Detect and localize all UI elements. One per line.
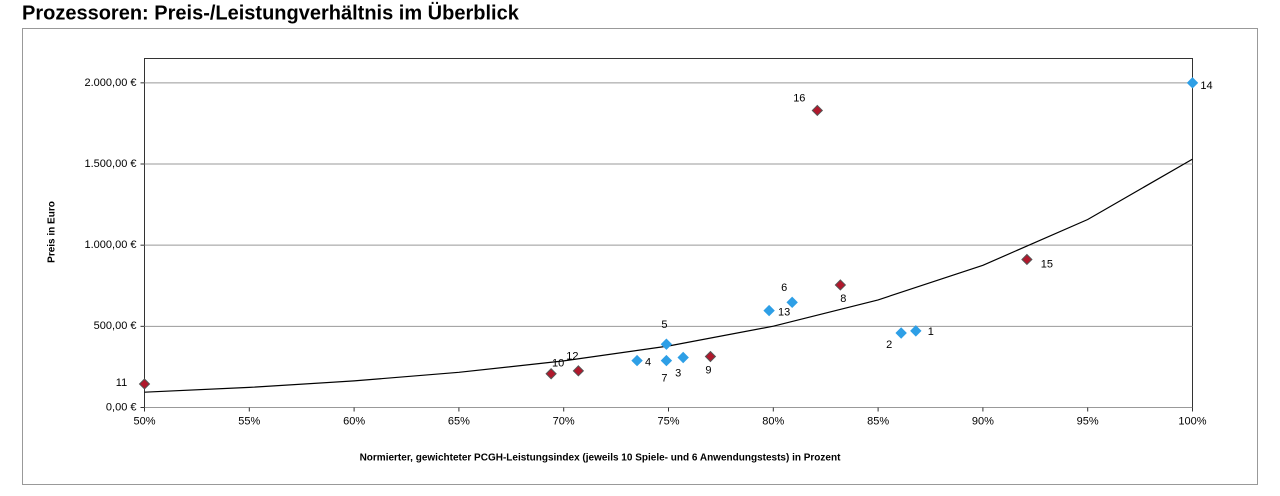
- data-point: [545, 368, 557, 380]
- x-tick-label: 65%: [448, 415, 470, 427]
- point-label: 16: [793, 92, 805, 104]
- x-tick-label: 60%: [343, 415, 365, 427]
- data-point: [786, 296, 798, 309]
- point-label: 9: [705, 364, 711, 376]
- y-tick-label: 500,00 €: [94, 320, 137, 332]
- x-tick-label: 100%: [1178, 415, 1206, 427]
- point-label: 12: [566, 351, 578, 363]
- point-label: 14: [1200, 80, 1212, 92]
- x-tick-label: 55%: [238, 415, 260, 427]
- plot-area: [144, 58, 1193, 408]
- point-label: 10: [552, 358, 564, 370]
- point-label: 4: [645, 356, 651, 368]
- y-tick-label: 0,00 €: [106, 401, 137, 413]
- point-label: 6: [781, 282, 787, 294]
- data-point: [677, 351, 689, 364]
- x-tick-label: 75%: [657, 415, 679, 427]
- x-tick-label: 85%: [867, 415, 889, 427]
- data-point: [138, 378, 151, 390]
- data-point: [1186, 77, 1199, 89]
- x-tick-label: 50%: [133, 415, 155, 427]
- point-label: 5: [661, 319, 667, 331]
- x-tick-label: 95%: [1077, 415, 1099, 427]
- data-point: [895, 327, 907, 339]
- x-axis-label: Normierter, gewichteter PCGH-Leistungsin…: [360, 453, 842, 464]
- data-point: [660, 338, 673, 350]
- data-point: [572, 365, 585, 377]
- x-tick-label: 90%: [972, 415, 994, 427]
- data-point: [811, 104, 824, 117]
- data-point: [631, 354, 643, 367]
- data-point: [763, 304, 775, 317]
- data-point: [1021, 253, 1033, 266]
- point-label: 15: [1041, 258, 1053, 270]
- point-label: 3: [675, 367, 681, 379]
- point-label: 11: [116, 377, 127, 389]
- x-tick-label: 70%: [553, 415, 575, 427]
- y-axis-label: Preis in Euro: [47, 201, 58, 263]
- data-point: [834, 279, 847, 291]
- data-point: [660, 354, 673, 367]
- point-label: 2: [886, 339, 892, 351]
- x-tick-label: 80%: [762, 415, 784, 427]
- chart-title: Prozessoren: Preis-/Leistungverhältnis i…: [22, 1, 520, 24]
- point-label: 1: [928, 326, 934, 338]
- y-tick-label: 1.000,00 €: [85, 239, 137, 251]
- data-point: [704, 350, 717, 363]
- point-label: 13: [778, 306, 790, 318]
- point-label: 8: [840, 293, 846, 305]
- data-point: [910, 325, 922, 337]
- y-tick-label: 1.500,00 €: [85, 158, 137, 170]
- point-label: 7: [661, 372, 667, 384]
- y-tick-label: 2.000,00 €: [85, 77, 137, 89]
- chart-frame: [22, 28, 1258, 485]
